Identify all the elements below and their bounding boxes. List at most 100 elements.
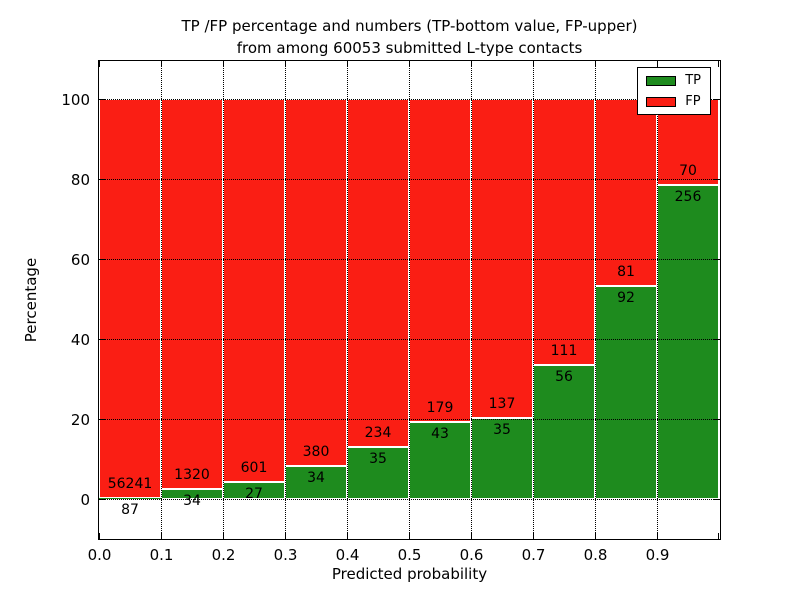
bar-segment-fp xyxy=(533,99,595,365)
bar-count-label-tp: 87 xyxy=(121,502,139,519)
legend-item-tp: TP xyxy=(646,74,701,87)
y-tick-mark xyxy=(99,179,105,180)
bar-count-label-tp: 256 xyxy=(674,188,702,205)
gridline-vertical xyxy=(284,61,286,539)
x-tick-label: 0.1 xyxy=(149,546,174,564)
bar-count-label-tp: 34 xyxy=(183,492,201,509)
x-tick-mark xyxy=(161,533,162,539)
y-tick-label: 100 xyxy=(61,91,90,109)
gridline-horizontal xyxy=(99,419,720,420)
x-tick-label: 0.3 xyxy=(273,546,298,564)
bar-count-label-fp: 179 xyxy=(426,399,454,416)
x-tick-mark xyxy=(285,61,286,67)
gridline-horizontal xyxy=(99,259,720,260)
gridline-vertical xyxy=(222,61,224,539)
x-tick-mark xyxy=(409,533,410,539)
y-tick-label: 40 xyxy=(70,331,90,349)
bar-count-label-tp: 92 xyxy=(617,290,635,307)
bar-count-label-fp: 234 xyxy=(364,424,392,441)
bar-segment-fp xyxy=(285,99,347,467)
gridline-horizontal xyxy=(99,99,720,100)
x-tick-mark xyxy=(595,61,596,67)
legend-label-fp: FP xyxy=(685,94,701,109)
gridline-horizontal xyxy=(99,179,720,180)
legend-item-fp: FP xyxy=(646,95,701,108)
x-tick-label: 0.6 xyxy=(459,546,484,564)
bar-count-label-fp: 380 xyxy=(302,444,330,461)
bar-count-label-fp: 137 xyxy=(488,395,516,412)
chart-title-line1: TP /FP percentage and numbers (TP-bottom… xyxy=(181,17,638,35)
bar-count-label-tp: 43 xyxy=(431,425,449,442)
bar-count-label-tp: 27 xyxy=(245,485,263,502)
bar-segment-tp xyxy=(471,417,533,499)
x-tick-mark xyxy=(718,61,719,67)
bar-count-label-fp: 601 xyxy=(240,459,268,476)
x-tick-mark xyxy=(161,61,162,67)
x-tick-mark xyxy=(718,533,719,539)
bar-segment-fp xyxy=(347,99,409,447)
bar-segment-fp xyxy=(595,99,657,287)
gridline-vertical xyxy=(160,61,162,539)
y-tick-mark xyxy=(99,99,105,100)
bar-count-label-tp: 34 xyxy=(307,470,325,487)
fp-color-swatch xyxy=(646,96,677,107)
bar-segment-tp xyxy=(657,184,719,499)
bar-segment-fp xyxy=(161,99,223,489)
y-tick-label: 80 xyxy=(70,171,90,189)
x-tick-mark xyxy=(99,61,100,67)
bar-count-label-fp: 56241 xyxy=(107,476,153,493)
y-tick-mark xyxy=(714,259,720,260)
bar-count-label-fp: 70 xyxy=(679,162,697,179)
x-tick-mark xyxy=(471,61,472,67)
legend-label-tp: TP xyxy=(685,73,701,88)
gridline-vertical xyxy=(470,61,472,539)
bar-count-label-tp: 35 xyxy=(493,421,511,438)
bar-segment-tp xyxy=(285,466,347,499)
plot-area: TP FP 56241 87 1320 34 601 27 380 34 234 35 179 43 1… xyxy=(98,60,721,540)
x-tick-label: 0.5 xyxy=(397,546,422,564)
y-tick-mark xyxy=(99,339,105,340)
x-tick-mark xyxy=(471,533,472,539)
x-tick-mark xyxy=(347,533,348,539)
gridline-vertical xyxy=(532,61,534,539)
gridline-horizontal xyxy=(99,499,720,500)
y-tick-mark xyxy=(714,99,720,100)
bar-segment-fp xyxy=(223,99,285,482)
x-tick-label: 0.0 xyxy=(87,546,112,564)
gridline-vertical xyxy=(346,61,348,539)
bar-count-label-fp: 81 xyxy=(617,264,635,281)
tp-color-swatch xyxy=(646,75,677,86)
y-tick-mark xyxy=(99,499,105,500)
bar-segment-fp xyxy=(409,99,471,422)
chart-title-line2: from among 60053 submitted L-type contac… xyxy=(236,39,583,57)
x-tick-label: 0.7 xyxy=(521,546,546,564)
y-tick-mark xyxy=(99,419,105,420)
x-tick-label: 0.2 xyxy=(211,546,236,564)
x-tick-mark xyxy=(285,533,286,539)
bar-segment-tp xyxy=(99,498,161,500)
y-tick-mark xyxy=(99,259,105,260)
bar-segment-tp xyxy=(595,286,657,499)
chart-title: TP /FP percentage and numbers (TP-bottom… xyxy=(98,15,721,59)
x-tick-label: 0.8 xyxy=(583,546,608,564)
x-tick-label: 0.9 xyxy=(645,546,670,564)
legend: TP FP xyxy=(637,67,711,115)
x-tick-label: 0.4 xyxy=(335,546,360,564)
x-tick-mark xyxy=(533,61,534,67)
x-tick-mark xyxy=(99,533,100,539)
bar-count-label-tp: 56 xyxy=(555,368,573,385)
y-tick-label: 60 xyxy=(70,251,90,269)
x-tick-mark xyxy=(409,61,410,67)
y-tick-mark xyxy=(714,499,720,500)
y-axis-label: Percentage xyxy=(22,257,40,343)
bar-count-label-tp: 35 xyxy=(369,450,387,467)
x-tick-mark xyxy=(347,61,348,67)
gridline-horizontal xyxy=(99,339,720,340)
x-tick-mark xyxy=(595,533,596,539)
bar-segment-fp xyxy=(99,99,161,499)
x-tick-mark xyxy=(657,533,658,539)
bar-count-label-fp: 111 xyxy=(550,342,578,359)
y-tick-mark xyxy=(714,339,720,340)
bar-count-label-fp: 1320 xyxy=(174,466,210,483)
